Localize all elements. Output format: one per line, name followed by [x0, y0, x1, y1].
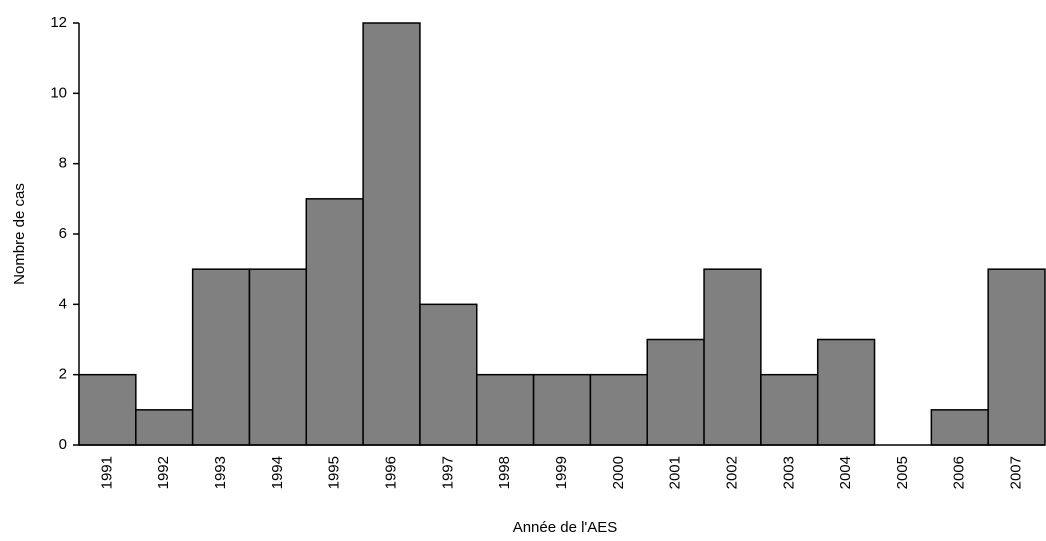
y-axis-label: Nombre de cas — [11, 183, 28, 285]
x-tick-label: 2000 — [610, 456, 627, 489]
bar — [930, 409, 989, 446]
x-tick-label: 2002 — [723, 456, 740, 489]
x-tick-label: 1995 — [326, 456, 343, 489]
y-tick-label: 12 — [50, 14, 67, 31]
bar — [248, 268, 308, 446]
bar — [987, 268, 1046, 446]
x-tick-label: 1993 — [212, 456, 229, 489]
bar — [760, 373, 819, 446]
bar — [476, 373, 535, 446]
y-tick-label: 2 — [59, 366, 67, 383]
bar — [362, 22, 421, 446]
x-tick-label: 1997 — [439, 456, 456, 489]
bar — [532, 373, 592, 446]
y-tick-label: 8 — [59, 155, 67, 172]
y-tick-label: 0 — [59, 436, 67, 453]
x-tick-label: 1992 — [155, 456, 172, 489]
bar — [78, 373, 137, 446]
x-tick-label: 2004 — [837, 456, 854, 489]
x-tick-label: 1998 — [496, 456, 513, 489]
bar — [816, 338, 876, 446]
y-tick-label: 4 — [59, 295, 67, 312]
bar — [646, 338, 705, 446]
x-tick-label: 2007 — [1008, 456, 1025, 489]
x-tick-label: 2006 — [951, 456, 968, 489]
x-tick-label: 1991 — [98, 456, 115, 489]
x-tick-label: 2003 — [780, 456, 797, 489]
x-tick-label: 1999 — [553, 456, 570, 489]
x-axis-label: Année de l'AES — [513, 519, 618, 536]
bar — [419, 303, 478, 446]
bar — [589, 373, 648, 446]
bar — [191, 268, 251, 446]
x-tick-label: 2001 — [667, 456, 684, 489]
x-tick-label: 1994 — [269, 456, 286, 489]
bar — [305, 198, 364, 446]
y-tick-label: 10 — [50, 84, 67, 101]
x-tick-label: 2005 — [894, 456, 911, 489]
y-tick-label: 6 — [59, 225, 67, 242]
bar — [135, 409, 194, 446]
bar — [703, 268, 762, 446]
x-tick-label: 1996 — [382, 456, 399, 489]
